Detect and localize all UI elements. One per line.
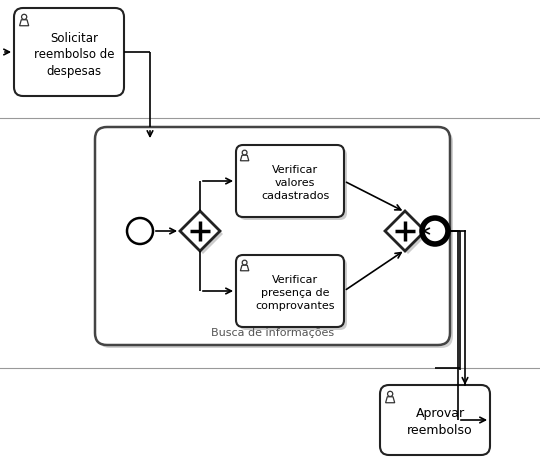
Circle shape [422,218,448,244]
Circle shape [388,392,393,397]
FancyBboxPatch shape [95,127,450,345]
FancyBboxPatch shape [380,385,490,455]
Text: Aprovar
reembolso: Aprovar reembolso [407,407,473,437]
FancyBboxPatch shape [236,145,344,217]
Polygon shape [183,214,223,254]
Text: Verificar
valores
cadastrados: Verificar valores cadastrados [261,165,329,201]
FancyBboxPatch shape [239,258,347,330]
Circle shape [242,260,247,265]
Text: Solicitar
reembolso de
despesas: Solicitar reembolso de despesas [33,31,114,78]
Polygon shape [19,20,29,26]
Polygon shape [240,155,249,161]
FancyBboxPatch shape [14,8,124,96]
Polygon shape [386,397,395,403]
Circle shape [127,218,153,244]
Polygon shape [180,211,220,251]
Polygon shape [385,211,425,251]
Text: Verificar
presença de
comprovantes: Verificar presença de comprovantes [255,275,335,311]
Text: Busca de informações: Busca de informações [211,328,334,338]
FancyBboxPatch shape [236,255,344,327]
FancyBboxPatch shape [98,130,453,348]
Circle shape [242,150,247,155]
Polygon shape [388,214,428,254]
FancyBboxPatch shape [239,148,347,220]
Polygon shape [240,265,249,271]
Circle shape [22,14,27,19]
